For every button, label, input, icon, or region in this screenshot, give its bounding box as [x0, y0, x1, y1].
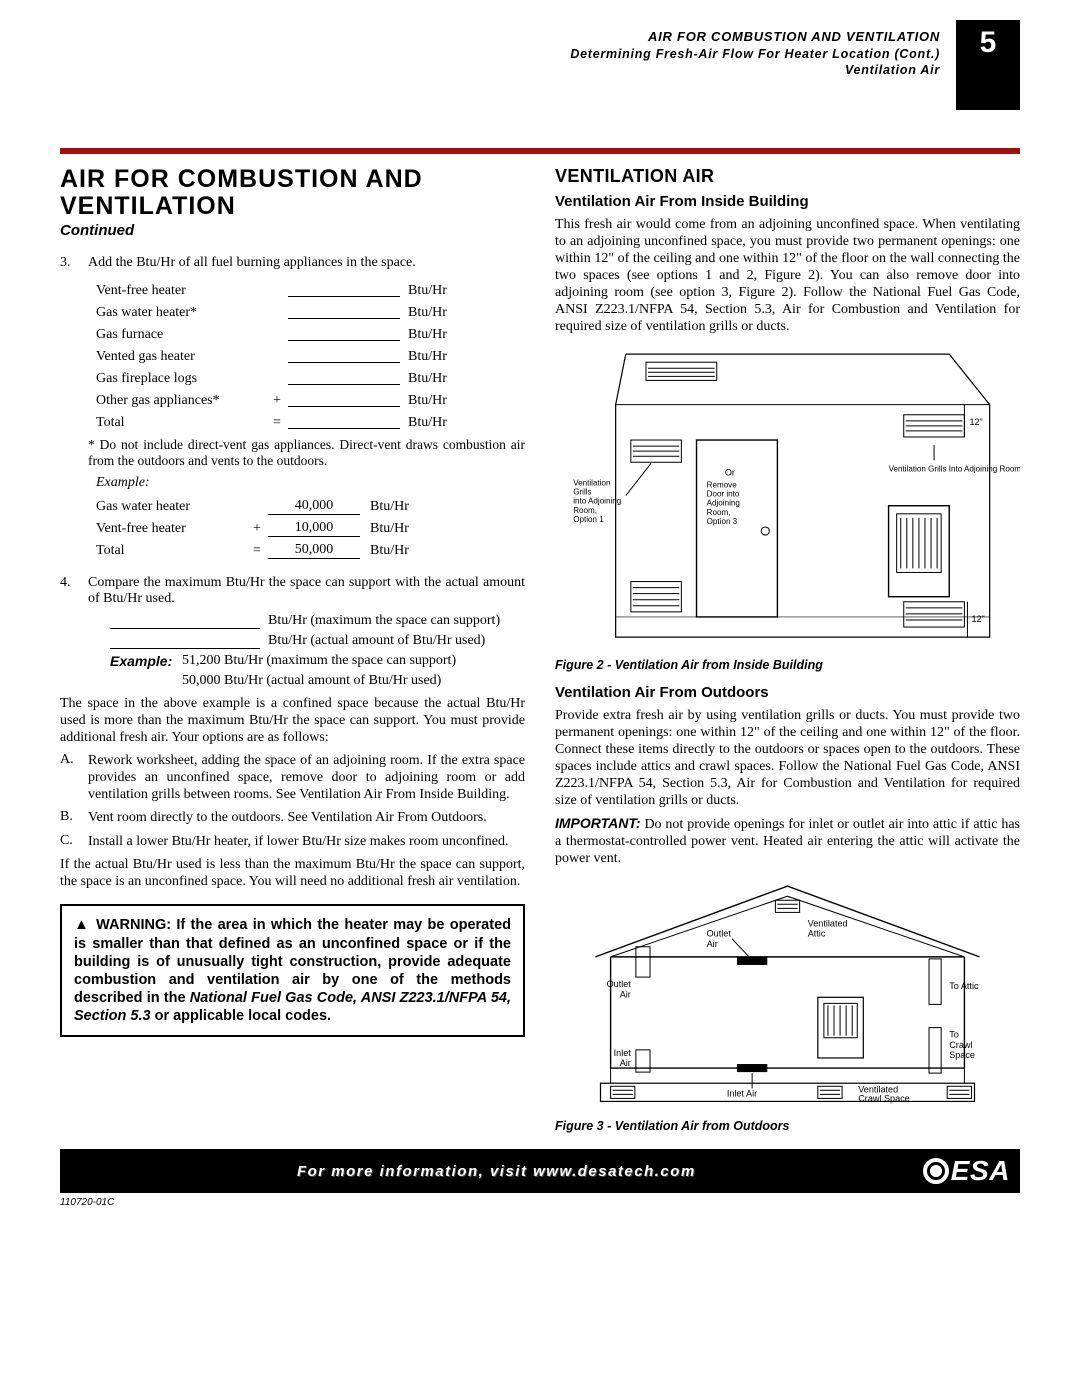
svg-text:Ventilation Grills Into Adjoin: Ventilation Grills Into Adjoining Room, … [889, 464, 1020, 473]
warning-box: ▲ WARNING: If the area in which the heat… [60, 904, 525, 1037]
list-num: 4. [60, 575, 88, 607]
paragraph: This fresh air would come from an adjoin… [555, 216, 1020, 336]
figure-3-caption: Figure 3 - Ventilation Air from Outdoors [555, 1119, 1020, 1133]
table-row: Total=Btu/Hr [96, 409, 525, 431]
alpha-list: A.Rework worksheet, adding the space of … [60, 752, 525, 849]
list-item-4: 4. Compare the maximum Btu/Hr the space … [60, 575, 525, 607]
table-row: Gas water heater*Btu/Hr [96, 299, 525, 321]
logo-ring-icon [923, 1158, 949, 1184]
list-body: Compare the maximum Btu/Hr the space can… [88, 575, 525, 607]
numbered-list: 4. Compare the maximum Btu/Hr the space … [60, 575, 525, 607]
table-row: Vent-free heater+10,000Btu/Hr [96, 515, 525, 537]
list-item: A.Rework worksheet, adding the space of … [60, 752, 525, 803]
fill-row: Btu/Hr (maximum the space can support) [110, 613, 525, 629]
running-head-line3: Ventilation Air [570, 62, 940, 79]
fill-row: Btu/Hr (actual amount of Btu/Hr used) [110, 633, 525, 649]
table-row: Gas fireplace logsBtu/Hr [96, 365, 525, 387]
figure-2-caption: Figure 2 - Ventilation Air from Inside B… [555, 658, 1020, 672]
svg-text:RemoveDoor intoAdjoiningRoom,O: RemoveDoor intoAdjoiningRoom,Option 3 [707, 480, 740, 525]
fill-lines: Btu/Hr (maximum the space can support) B… [110, 613, 525, 689]
list-item-3: 3. Add the Btu/Hr of all fuel burning ap… [60, 255, 525, 271]
svg-text:12": 12" [971, 614, 984, 624]
table-row: Gas furnaceBtu/Hr [96, 321, 525, 343]
list-num: 3. [60, 255, 88, 271]
svg-text:VentilatedCrawl Space: VentilatedCrawl Space [858, 1084, 909, 1103]
logo-text: ESA [951, 1155, 1010, 1187]
table-row: Total=50,000Btu/Hr [96, 537, 525, 559]
svg-text:12": 12" [969, 416, 982, 426]
page-number: 5 [956, 20, 1020, 110]
paragraph: The space in the above example is a conf… [60, 695, 525, 746]
running-head-line1: AIR FOR COMBUSTION AND VENTILATION [570, 28, 940, 46]
appliance-table: Vent-free heaterBtu/Hr Gas water heater*… [96, 277, 525, 431]
list-item: B.Vent room directly to the outdoors. Se… [60, 809, 525, 826]
svg-text:Or: Or [725, 467, 735, 477]
continued-label: Continued [60, 222, 525, 239]
doc-id: 110720-01C [60, 1197, 1080, 1208]
running-head-line2: Determining Fresh-Air Flow For Heater Lo… [570, 46, 940, 63]
fill-row: 50,000 Btu/Hr (actual amount of Btu/Hr u… [110, 673, 525, 689]
svg-text:InletAir: InletAir [614, 1047, 632, 1067]
subsection-h3b: Ventilation Air From Outdoors [555, 684, 1020, 701]
svg-text:ToCrawlSpace: ToCrawlSpace [949, 1029, 975, 1059]
fill-row: Example:51,200 Btu/Hr (maximum the space… [110, 653, 525, 669]
section-title: AIR FOR COMBUSTION AND VENTILATION [60, 166, 525, 220]
warning-tail: or applicable local codes. [155, 1008, 331, 1024]
example-label: Example: [96, 475, 525, 491]
warning-icon: ▲ [74, 916, 89, 935]
footer-msg: For more information, visit www.desatech… [70, 1163, 923, 1180]
footnote: * Do not include direct-vent gas applian… [88, 437, 525, 469]
svg-text:To Attic: To Attic [949, 981, 979, 991]
important-note: IMPORTANT: IMPORTANT: Do not provide ope… [555, 815, 1020, 867]
svg-text:Inlet Air: Inlet Air [727, 1088, 757, 1098]
left-column: AIR FOR COMBUSTION AND VENTILATION Conti… [60, 166, 525, 1133]
example-table: Gas water heater40,000Btu/Hr Vent-free h… [96, 493, 525, 559]
table-row: Other gas appliances*+Btu/Hr [96, 387, 525, 409]
list-body: Add the Btu/Hr of all fuel burning appli… [88, 255, 525, 271]
footer-bar: For more information, visit www.desatech… [60, 1149, 1020, 1193]
table-row: Vented gas heaterBtu/Hr [96, 343, 525, 365]
running-head: AIR FOR COMBUSTION AND VENTILATION Deter… [570, 28, 940, 79]
table-row: Gas water heater40,000Btu/Hr [96, 493, 525, 515]
subsection-title: VENTILATION AIR [555, 166, 1020, 187]
figure-3: OutletAir OutletAir VentilatedAttic To A… [555, 876, 1020, 1109]
right-column: VENTILATION AIR Ventilation Air From Ins… [555, 166, 1020, 1133]
table-row: Vent-free heaterBtu/Hr [96, 277, 525, 299]
paragraph: Provide extra fresh air by using ventila… [555, 707, 1020, 809]
content-columns: AIR FOR COMBUSTION AND VENTILATION Conti… [0, 154, 1080, 1133]
svg-text:VentilationGrillsinto Adjoinin: VentilationGrillsinto AdjoiningRoom,Opti… [573, 478, 621, 523]
brand-logo: ESA [923, 1155, 1010, 1187]
paragraph: If the actual Btu/Hr used is less than t… [60, 856, 525, 890]
svg-text:VentilatedAttic: VentilatedAttic [808, 918, 848, 938]
list-item: C.Install a lower Btu/Hr heater, if lowe… [60, 833, 525, 850]
numbered-list: 3. Add the Btu/Hr of all fuel burning ap… [60, 255, 525, 271]
page-header: AIR FOR COMBUSTION AND VENTILATION Deter… [0, 0, 1080, 96]
figure-2: 12" Ventilation Grills Into Adjoining Ro… [555, 344, 1020, 647]
svg-text:OutletAir: OutletAir [707, 928, 732, 948]
subsection-h3a: Ventilation Air From Inside Building [555, 193, 1020, 210]
